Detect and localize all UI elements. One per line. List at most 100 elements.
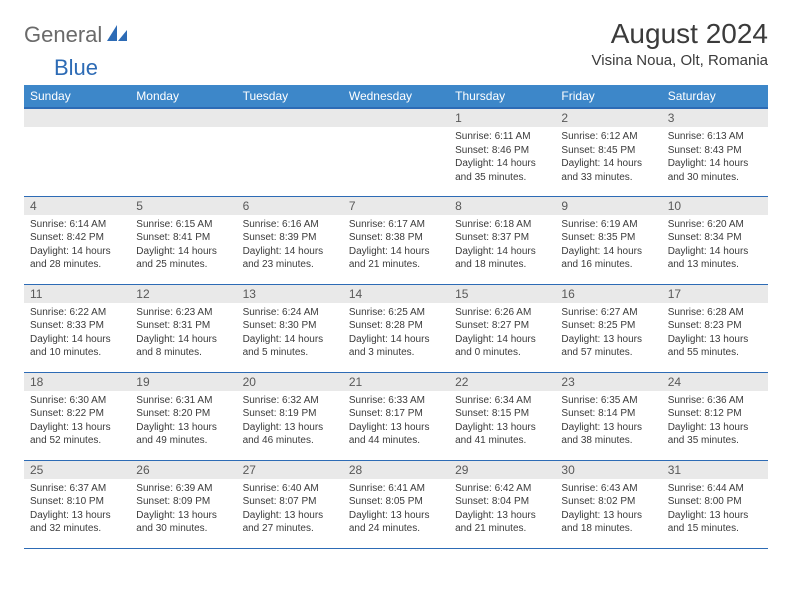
weekday-header: Monday: [130, 85, 236, 108]
day-content: Sunrise: 6:26 AMSunset: 8:27 PMDaylight:…: [449, 303, 555, 363]
sunset-text: Sunset: 8:00 PM: [668, 495, 762, 509]
day-number: 5: [130, 197, 236, 215]
day-number: 30: [555, 461, 661, 479]
sunset-text: Sunset: 8:19 PM: [243, 407, 337, 421]
daylight-text: Daylight: 13 hours and 32 minutes.: [30, 509, 124, 536]
sunset-text: Sunset: 8:14 PM: [561, 407, 655, 421]
day-content: Sunrise: 6:41 AMSunset: 8:05 PMDaylight:…: [343, 479, 449, 539]
day-content: Sunrise: 6:42 AMSunset: 8:04 PMDaylight:…: [449, 479, 555, 539]
calendar-cell: 4Sunrise: 6:14 AMSunset: 8:42 PMDaylight…: [24, 196, 130, 284]
daylight-text: Daylight: 14 hours and 8 minutes.: [136, 333, 230, 360]
calendar-cell: 5Sunrise: 6:15 AMSunset: 8:41 PMDaylight…: [130, 196, 236, 284]
day-number: 28: [343, 461, 449, 479]
day-number: [237, 109, 343, 127]
sunset-text: Sunset: 8:45 PM: [561, 144, 655, 158]
daylight-text: Daylight: 14 hours and 30 minutes.: [668, 157, 762, 184]
day-number: 2: [555, 109, 661, 127]
daylight-text: Daylight: 13 hours and 44 minutes.: [349, 421, 443, 448]
sunset-text: Sunset: 8:22 PM: [30, 407, 124, 421]
day-content: Sunrise: 6:43 AMSunset: 8:02 PMDaylight:…: [555, 479, 661, 539]
calendar-row: 18Sunrise: 6:30 AMSunset: 8:22 PMDayligh…: [24, 372, 768, 460]
day-content: Sunrise: 6:36 AMSunset: 8:12 PMDaylight:…: [662, 391, 768, 451]
daylight-text: Daylight: 13 hours and 41 minutes.: [455, 421, 549, 448]
sunrise-text: Sunrise: 6:23 AM: [136, 306, 230, 320]
calendar-row: 4Sunrise: 6:14 AMSunset: 8:42 PMDaylight…: [24, 196, 768, 284]
day-number: [24, 109, 130, 127]
sunrise-text: Sunrise: 6:37 AM: [30, 482, 124, 496]
day-number: 9: [555, 197, 661, 215]
sunset-text: Sunset: 8:34 PM: [668, 231, 762, 245]
calendar-cell: 14Sunrise: 6:25 AMSunset: 8:28 PMDayligh…: [343, 284, 449, 372]
sunrise-text: Sunrise: 6:32 AM: [243, 394, 337, 408]
calendar-cell: 2Sunrise: 6:12 AMSunset: 8:45 PMDaylight…: [555, 108, 661, 196]
day-content: Sunrise: 6:27 AMSunset: 8:25 PMDaylight:…: [555, 303, 661, 363]
day-content: Sunrise: 6:14 AMSunset: 8:42 PMDaylight:…: [24, 215, 130, 275]
day-number: 15: [449, 285, 555, 303]
day-content: Sunrise: 6:22 AMSunset: 8:33 PMDaylight:…: [24, 303, 130, 363]
calendar-row: 1Sunrise: 6:11 AMSunset: 8:46 PMDaylight…: [24, 108, 768, 196]
day-content: Sunrise: 6:44 AMSunset: 8:00 PMDaylight:…: [662, 479, 768, 539]
sunrise-text: Sunrise: 6:15 AM: [136, 218, 230, 232]
weekday-header: Tuesday: [237, 85, 343, 108]
day-number: 24: [662, 373, 768, 391]
day-content: Sunrise: 6:15 AMSunset: 8:41 PMDaylight:…: [130, 215, 236, 275]
sunset-text: Sunset: 8:28 PM: [349, 319, 443, 333]
day-number: 14: [343, 285, 449, 303]
sunrise-text: Sunrise: 6:39 AM: [136, 482, 230, 496]
calendar-cell: 19Sunrise: 6:31 AMSunset: 8:20 PMDayligh…: [130, 372, 236, 460]
sunrise-text: Sunrise: 6:16 AM: [243, 218, 337, 232]
day-content: Sunrise: 6:25 AMSunset: 8:28 PMDaylight:…: [343, 303, 449, 363]
sunrise-text: Sunrise: 6:14 AM: [30, 218, 124, 232]
logo: General: [24, 22, 130, 48]
sunrise-text: Sunrise: 6:36 AM: [668, 394, 762, 408]
sunset-text: Sunset: 8:33 PM: [30, 319, 124, 333]
calendar-cell: 22Sunrise: 6:34 AMSunset: 8:15 PMDayligh…: [449, 372, 555, 460]
day-number: 27: [237, 461, 343, 479]
sunset-text: Sunset: 8:12 PM: [668, 407, 762, 421]
daylight-text: Daylight: 13 hours and 38 minutes.: [561, 421, 655, 448]
day-number: 21: [343, 373, 449, 391]
sunset-text: Sunset: 8:05 PM: [349, 495, 443, 509]
sunset-text: Sunset: 8:42 PM: [30, 231, 124, 245]
calendar-cell: 9Sunrise: 6:19 AMSunset: 8:35 PMDaylight…: [555, 196, 661, 284]
day-number: 23: [555, 373, 661, 391]
daylight-text: Daylight: 14 hours and 35 minutes.: [455, 157, 549, 184]
calendar-cell: 8Sunrise: 6:18 AMSunset: 8:37 PMDaylight…: [449, 196, 555, 284]
sunrise-text: Sunrise: 6:13 AM: [668, 130, 762, 144]
day-number: 22: [449, 373, 555, 391]
day-number: 19: [130, 373, 236, 391]
sunrise-text: Sunrise: 6:44 AM: [668, 482, 762, 496]
daylight-text: Daylight: 13 hours and 27 minutes.: [243, 509, 337, 536]
sunrise-text: Sunrise: 6:11 AM: [455, 130, 549, 144]
calendar-cell: 18Sunrise: 6:30 AMSunset: 8:22 PMDayligh…: [24, 372, 130, 460]
sunset-text: Sunset: 8:20 PM: [136, 407, 230, 421]
sunrise-text: Sunrise: 6:33 AM: [349, 394, 443, 408]
day-number: 16: [555, 285, 661, 303]
sunset-text: Sunset: 8:07 PM: [243, 495, 337, 509]
day-number: 3: [662, 109, 768, 127]
daylight-text: Daylight: 13 hours and 18 minutes.: [561, 509, 655, 536]
calendar-cell: 28Sunrise: 6:41 AMSunset: 8:05 PMDayligh…: [343, 460, 449, 548]
day-content: Sunrise: 6:20 AMSunset: 8:34 PMDaylight:…: [662, 215, 768, 275]
daylight-text: Daylight: 14 hours and 13 minutes.: [668, 245, 762, 272]
calendar-row: 11Sunrise: 6:22 AMSunset: 8:33 PMDayligh…: [24, 284, 768, 372]
day-content: Sunrise: 6:28 AMSunset: 8:23 PMDaylight:…: [662, 303, 768, 363]
daylight-text: Daylight: 14 hours and 21 minutes.: [349, 245, 443, 272]
sunset-text: Sunset: 8:39 PM: [243, 231, 337, 245]
calendar-cell: 24Sunrise: 6:36 AMSunset: 8:12 PMDayligh…: [662, 372, 768, 460]
day-content: Sunrise: 6:40 AMSunset: 8:07 PMDaylight:…: [237, 479, 343, 539]
calendar-cell: 20Sunrise: 6:32 AMSunset: 8:19 PMDayligh…: [237, 372, 343, 460]
day-number: [343, 109, 449, 127]
sunset-text: Sunset: 8:23 PM: [668, 319, 762, 333]
weekday-header: Friday: [555, 85, 661, 108]
sunrise-text: Sunrise: 6:27 AM: [561, 306, 655, 320]
sunset-text: Sunset: 8:25 PM: [561, 319, 655, 333]
day-number: 26: [130, 461, 236, 479]
sunset-text: Sunset: 8:17 PM: [349, 407, 443, 421]
daylight-text: Daylight: 13 hours and 49 minutes.: [136, 421, 230, 448]
daylight-text: Daylight: 13 hours and 46 minutes.: [243, 421, 337, 448]
daylight-text: Daylight: 14 hours and 25 minutes.: [136, 245, 230, 272]
sunset-text: Sunset: 8:30 PM: [243, 319, 337, 333]
calendar-cell: 15Sunrise: 6:26 AMSunset: 8:27 PMDayligh…: [449, 284, 555, 372]
calendar-cell: 25Sunrise: 6:37 AMSunset: 8:10 PMDayligh…: [24, 460, 130, 548]
